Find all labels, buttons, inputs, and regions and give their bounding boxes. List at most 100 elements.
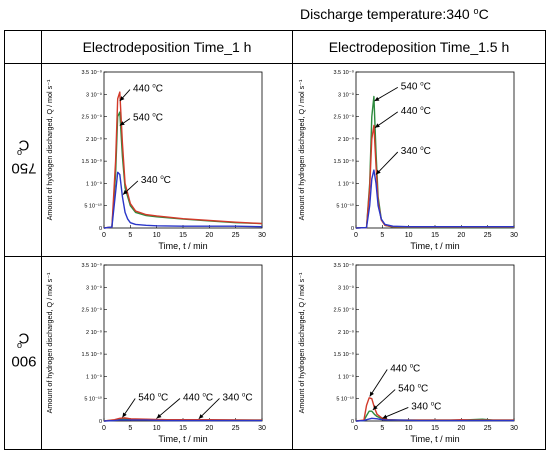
series-line-540	[103, 111, 263, 229]
annotation-degree-sup: o	[420, 146, 424, 152]
y-tick-label: 1 10⁻⁹	[86, 373, 102, 380]
annotation-arrow-line	[198, 398, 220, 420]
annotation-degree-sup: o	[410, 364, 414, 370]
x-axis-label: Time, t / min	[158, 241, 207, 251]
annotation-label: 440 oC	[133, 84, 163, 95]
y-tick-label: 0	[351, 226, 354, 232]
y-tick-label: 3.5 10⁻⁹	[81, 69, 102, 76]
y-axis-label: Amount of hydrogen discharged, Q / mol s…	[297, 272, 306, 413]
y-tick-label: 1 10⁻⁹	[86, 180, 102, 187]
annotation-label: 440 oC	[401, 106, 431, 117]
grid-divider-rows	[5, 256, 545, 257]
y-tick-label: 0	[99, 226, 102, 232]
series-line-340	[103, 171, 263, 229]
annotation-value: 540	[401, 81, 420, 92]
x-tick-label: 0	[102, 232, 106, 239]
annotation-value: 540	[138, 392, 157, 403]
annotation-degree-sup: o	[431, 401, 435, 407]
y-tick-label: 1.5 10⁻⁹	[81, 158, 102, 165]
annotation-value: 440	[133, 84, 152, 95]
x-axis-label: Time, t / min	[158, 434, 207, 444]
annotation-arrow-head	[156, 413, 162, 419]
annotation-degree-sup: o	[242, 392, 246, 398]
caption-unit: C	[478, 6, 489, 22]
y-tick-label: 1 10⁻⁹	[338, 373, 354, 380]
annotation-arrow-head	[374, 123, 380, 128]
x-tick-label: 0	[102, 425, 106, 432]
annotation-unit: C	[424, 81, 431, 92]
y-tick-label: 5 10⁻¹⁰	[336, 203, 354, 210]
x-tick-label: 20	[457, 232, 465, 239]
annotation-degree-sup: o	[160, 175, 164, 181]
y-tick-label: 1 10⁻⁹	[338, 180, 354, 187]
annotation-degree-sup: o	[420, 81, 424, 87]
column-header-1-5h: Electrodeposition Time_1.5 h	[328, 39, 510, 55]
chart-750c-1-5h: 0 5 10 15 20 25 30 0 5 10⁻¹⁰ 1 10⁻⁹ 1.5 10⁻⁹ 2 10⁻⁹…	[297, 69, 518, 251]
annotation-value: 440	[401, 106, 420, 117]
x-tick-label: 5	[128, 232, 132, 239]
annotation-arrow-head	[374, 96, 380, 101]
row-900-label: 900	[11, 352, 37, 370]
annotation-label: 340 oC	[223, 392, 253, 403]
annotation-value: 340	[411, 401, 430, 412]
annotation-arrow-head	[369, 391, 374, 397]
figure-caption: Discharge temperature:340 oC	[300, 6, 544, 26]
grid-divider-left	[41, 31, 42, 449]
annotation-arrow-head	[122, 412, 127, 418]
annotation-arrow-head	[119, 121, 125, 126]
x-tick-label: 25	[484, 425, 492, 432]
y-tick-label: 3.5 10⁻⁹	[333, 262, 354, 269]
y-tick-label: 5 10⁻¹⁰	[336, 396, 354, 403]
x-tick-label: 30	[510, 232, 518, 239]
row-header-750c: 750 oC	[5, 64, 42, 256]
annotation-arrow-line	[372, 389, 396, 411]
annotation-label: 540 oC	[398, 384, 428, 395]
annotation-value: 440	[183, 392, 202, 403]
annotation-degree-sup: o	[420, 106, 424, 112]
chart-900c-1-5h: 0 5 10 15 20 25 30 0 5 10⁻¹⁰ 1 10⁻⁹ 1.5 10⁻⁹ 2 10⁻⁹…	[297, 262, 518, 444]
x-tick-label: 5	[380, 232, 384, 239]
annotation-unit: C	[206, 392, 213, 403]
annotation-value: 340	[401, 146, 420, 157]
y-tick-label: 2 10⁻⁹	[86, 329, 102, 336]
row-900-unit: C	[18, 329, 30, 347]
annotation-label: 340 oC	[401, 146, 431, 157]
annotation-unit: C	[424, 146, 431, 157]
annotation-arrow-line	[382, 406, 409, 419]
x-tick-label: 15	[431, 232, 439, 239]
annotation-arrow-head	[376, 169, 381, 175]
x-tick-label: 20	[457, 425, 465, 432]
annotation-degree-sup: o	[152, 84, 156, 90]
series-line-440	[103, 417, 263, 422]
x-tick-label: 0	[354, 232, 358, 239]
x-tick-label: 20	[205, 232, 213, 239]
annotation-label: 540 oC	[401, 81, 431, 92]
chart-900c-1h: 0 5 10 15 20 25 30 0 5 10⁻¹⁰ 1 10⁻⁹ 1.5 10⁻⁹ 2 10⁻⁹…	[45, 262, 266, 444]
annotation-label: 440 oC	[390, 364, 420, 375]
x-tick-label: 15	[431, 425, 439, 432]
annotation-label: 340 oC	[141, 175, 171, 186]
x-tick-label: 30	[258, 232, 266, 239]
series-line-340	[103, 419, 262, 422]
x-tick-label: 10	[153, 425, 161, 432]
grid-divider-middle	[292, 31, 293, 449]
row-750-label: 750	[11, 159, 37, 177]
y-tick-label: 5 10⁻¹⁰	[84, 203, 102, 210]
y-tick-label: 3 10⁻⁹	[338, 284, 354, 291]
y-tick-label: 1.5 10⁻⁹	[333, 158, 354, 165]
x-axis-label: Time, t / min	[410, 434, 459, 444]
y-tick-label: 2.5 10⁻⁹	[333, 307, 354, 314]
grid-divider-header	[5, 63, 545, 64]
series-line-440	[103, 91, 263, 229]
x-tick-label: 25	[232, 425, 240, 432]
row-header-900c: 900 oC	[5, 257, 42, 449]
y-tick-label: 0	[351, 419, 354, 425]
x-tick-label: 10	[405, 425, 413, 432]
annotation-value: 440	[390, 364, 409, 375]
annotation-value: 340	[141, 175, 160, 186]
annotation-label: 440 oC	[183, 392, 213, 403]
x-tick-label: 25	[484, 232, 492, 239]
y-tick-label: 2.5 10⁻⁹	[333, 114, 354, 121]
row-750-unit: C	[18, 136, 30, 154]
x-tick-label: 15	[179, 232, 187, 239]
